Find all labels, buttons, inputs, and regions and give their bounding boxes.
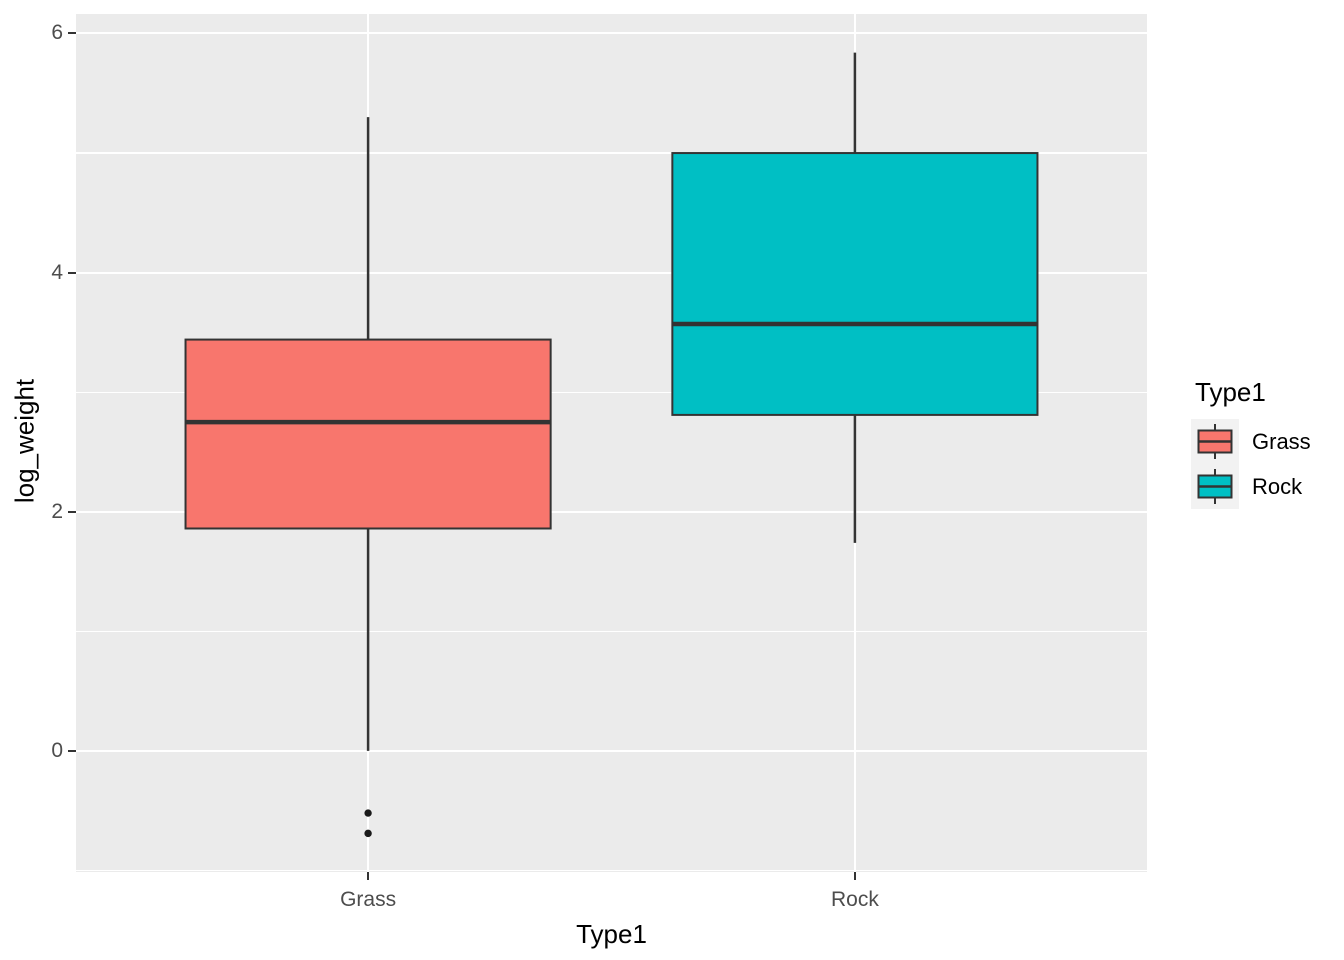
gridline-y-major [76,32,1147,35]
x-axis-title: Type1 [576,919,647,949]
plot-panel [76,14,1147,872]
legend: Type1 Grass [1191,377,1341,509]
y-tick-label: 0 [51,738,63,762]
legend-title: Type1 [1195,377,1266,407]
y-tick-label: 4 [51,260,63,284]
legend-item-grass: Grass [1191,419,1341,464]
y-axis-title: log_weight [9,378,40,504]
y-tick-mark [68,32,76,35]
y-tick-mark [68,749,76,752]
box-rock [671,152,1039,416]
boxplot-glyph-icon [1197,424,1233,459]
y-tick-mark [68,510,76,513]
legend-label-grass: Grass [1252,428,1311,454]
outlier-point-grass [364,829,372,838]
outlier-point-grass [364,809,372,817]
gridline-y-major [76,749,1147,752]
legend-item-rock: Rock [1191,464,1341,509]
x-tick-mark [367,872,370,880]
boxplot-glyph-icon [1197,469,1233,504]
gridline-y-major [76,271,1147,274]
x-tick-label: Rock [830,888,879,911]
y-tick-mark [68,271,76,274]
legend-items: Grass Rock [1191,419,1341,509]
gridline-y-minor [76,152,1147,154]
boxplot-layer [184,52,1039,838]
legend-key-grass [1191,419,1239,464]
x-tick-label: Grass [340,888,397,911]
x-tick-mark [853,872,856,880]
gridline-y-minor [76,630,1147,632]
legend-label-rock: Rock [1252,473,1303,499]
gridline-y-minor [76,391,1147,393]
y-tick-label: 6 [51,21,63,45]
gridline-y-major [76,510,1147,513]
gridline-y-minor [76,869,1147,872]
y-tick-label: 2 [51,499,63,523]
legend-key-rock [1191,464,1239,509]
box-grass [184,338,552,530]
